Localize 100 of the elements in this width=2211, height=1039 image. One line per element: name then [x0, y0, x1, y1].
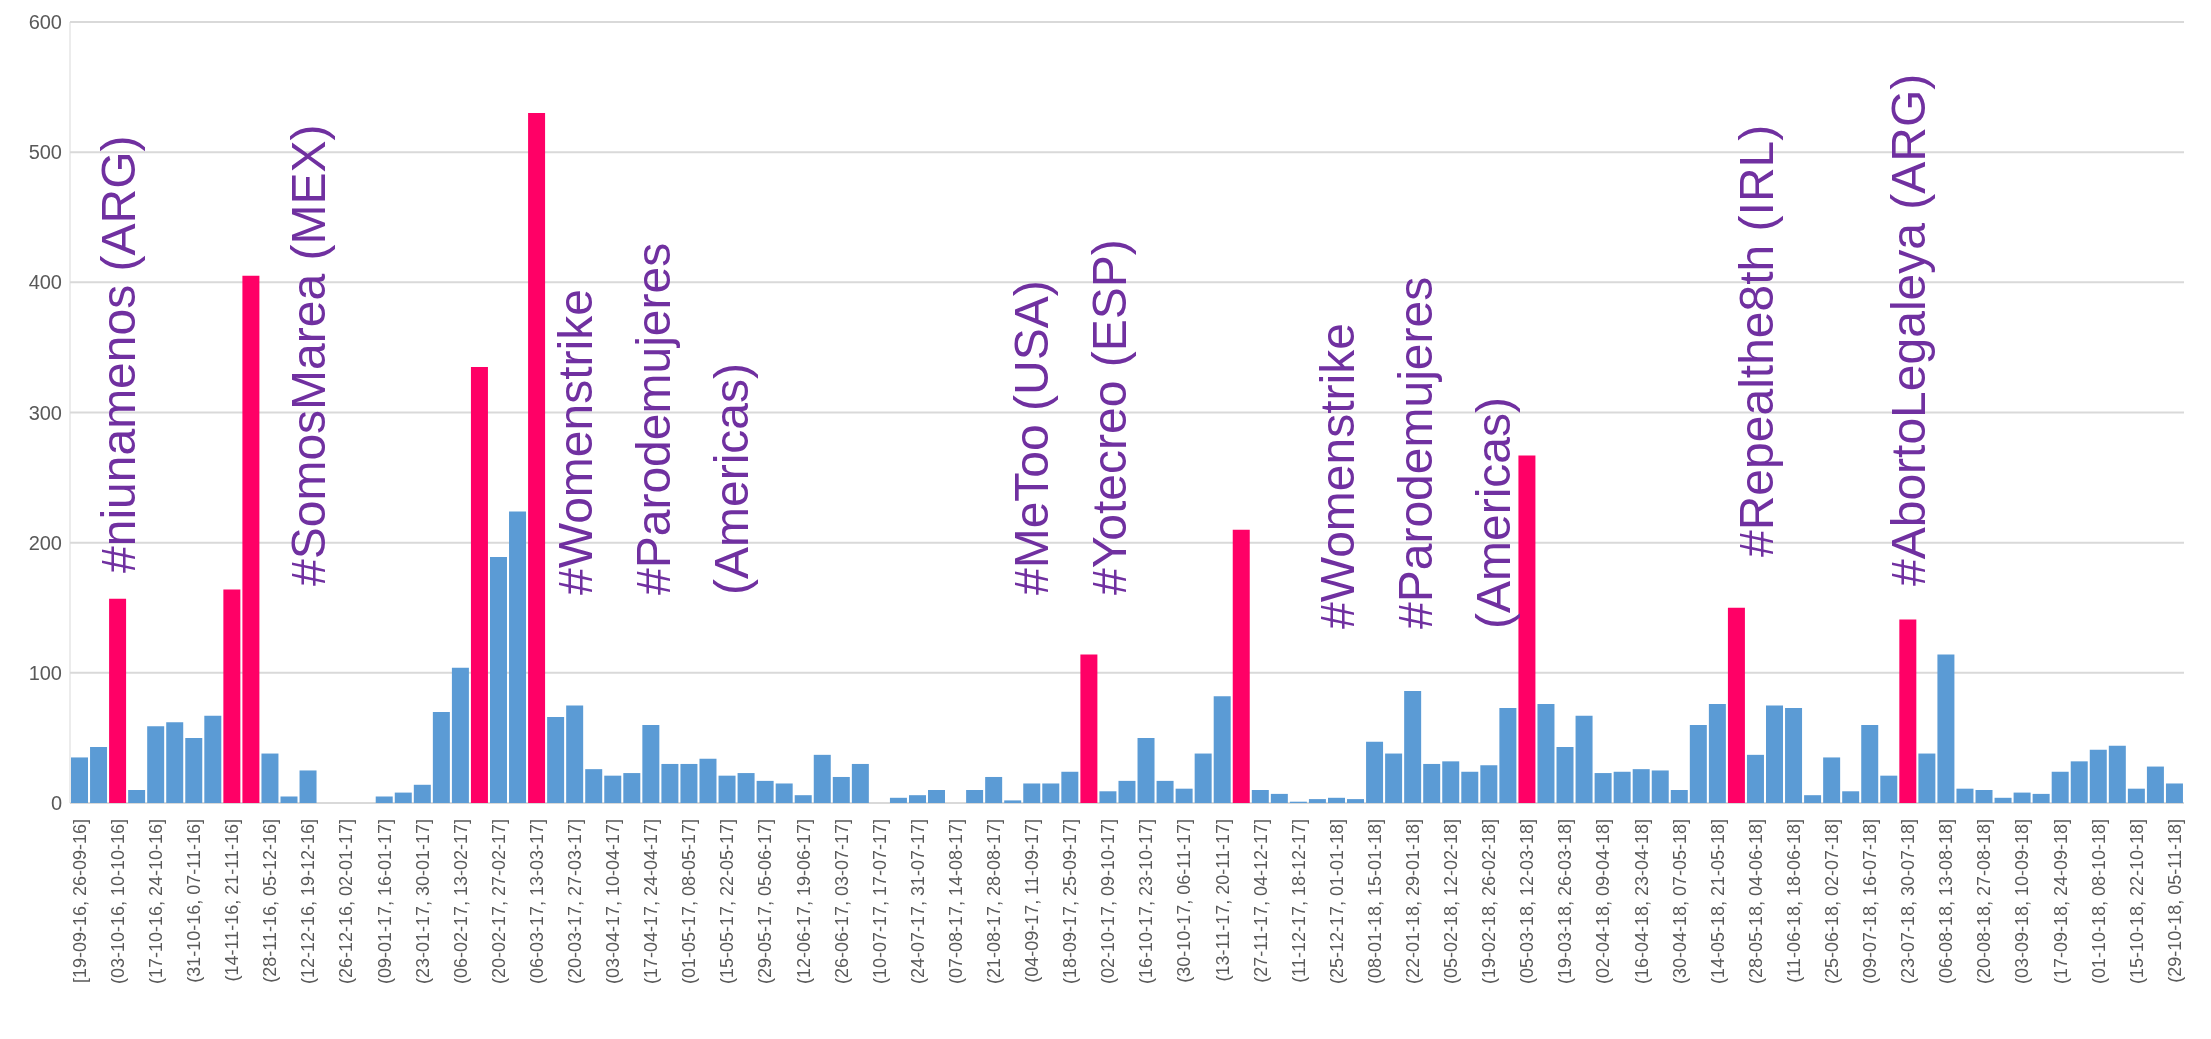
x-tick-label: (30-04-18, 07-05-18]	[1669, 819, 1690, 985]
x-tick-label: (24-07-17, 31-07-17]	[907, 819, 928, 985]
bar	[2089, 749, 2107, 803]
bar	[775, 783, 793, 803]
bar	[2165, 783, 2183, 803]
bar	[1727, 607, 1745, 803]
bar	[889, 797, 907, 803]
bar	[2013, 792, 2031, 803]
bar	[1937, 654, 1955, 803]
x-tick-label: (26-06-17, 03-07-17]	[831, 819, 852, 985]
y-tick-label: 300	[28, 401, 62, 424]
x-tick-label: (20-03-17, 27-03-17]	[564, 819, 585, 985]
bar	[1632, 769, 1650, 803]
x-tick-label: (04-09-17, 11-09-17]	[1022, 819, 1043, 983]
x-tick-label: (28-05-18, 04-06-18]	[1745, 819, 1766, 985]
bar	[1004, 800, 1022, 803]
bar	[528, 113, 546, 803]
bar	[1251, 789, 1269, 803]
x-tick-label: (10-07-17, 17-07-17]	[869, 819, 890, 985]
bar	[280, 796, 298, 803]
x-tick-label: (05-02-18, 12-02-18]	[1441, 819, 1462, 985]
bar	[1366, 741, 1384, 803]
y-tick-label: 100	[28, 661, 62, 684]
bar	[166, 722, 184, 803]
bar	[242, 275, 260, 803]
annotation: #Womenstrike #Parodemujeres (Americas)	[1310, 276, 1520, 629]
x-tick-label: (09-01-17, 16-01-17]	[374, 819, 395, 985]
bar	[832, 776, 850, 803]
bar	[413, 784, 431, 803]
x-tick-label: (27-11-17, 04-12-17]	[1250, 819, 1271, 983]
bar	[1708, 704, 1726, 803]
bar	[737, 773, 755, 803]
bar	[1575, 715, 1593, 803]
x-tick-label: (08-01-18, 15-01-18]	[1364, 819, 1385, 985]
x-tick-label: (22-01-18, 29-01-18]	[1402, 819, 1423, 985]
y-tick-label: 600	[28, 11, 62, 34]
bar	[794, 795, 812, 803]
bar	[1499, 707, 1517, 803]
bar	[928, 789, 946, 803]
bar	[985, 776, 1003, 803]
bar	[756, 780, 774, 803]
x-tick-label: (25-12-17, 01-01-18]	[1326, 819, 1347, 985]
bar	[1651, 770, 1669, 803]
x-tick-label: (20-02-17, 27-02-17]	[488, 819, 509, 985]
x-tick-label: (01-10-18, 08-10-18]	[2088, 819, 2109, 985]
x-tick-label: (21-08-17, 28-08-17]	[983, 819, 1004, 985]
x-tick-label: [19-09-16, 26-09-16]	[69, 819, 90, 984]
bar	[394, 792, 412, 803]
bar	[1156, 780, 1174, 803]
x-tick-label: (28-11-16, 05-12-16]	[260, 819, 281, 983]
bar	[1175, 788, 1193, 803]
x-tick-label: (14-11-16, 21-11-16]	[222, 819, 243, 982]
annotation: #MeToo (USA) #Yotecreo (ESP)	[1004, 239, 1136, 595]
bar	[2108, 745, 2126, 803]
bar	[680, 763, 698, 803]
bar	[1080, 654, 1098, 803]
bar	[718, 775, 736, 803]
bar	[470, 366, 488, 803]
bar	[147, 726, 165, 803]
bar	[1194, 753, 1212, 803]
bar	[851, 763, 869, 803]
bar	[966, 789, 984, 803]
x-tick-label: (23-07-18, 30-07-18]	[1898, 819, 1919, 985]
bar	[1899, 619, 1917, 803]
x-tick-label: (03-09-18, 10-09-18]	[2012, 819, 2033, 985]
x-tick-label: (17-04-17, 24-04-17]	[641, 819, 662, 985]
x-tick-label: (03-10-16, 10-10-16]	[107, 819, 128, 985]
annotation: #Repealthe8th (IRL)	[1729, 124, 1783, 557]
x-tick-label: (29-10-18, 05-11-18]	[2164, 819, 2185, 983]
bar	[1746, 754, 1764, 803]
x-tick-label: (25-06-18, 02-07-18]	[1821, 819, 1842, 985]
bar	[2051, 771, 2069, 803]
bar	[1480, 765, 1498, 803]
x-tick-label: (15-10-18, 22-10-18]	[2126, 819, 2147, 985]
bar	[509, 511, 527, 803]
x-tick-label: (02-10-17, 09-10-17]	[1098, 819, 1119, 985]
bar	[451, 667, 469, 803]
bar	[1556, 747, 1574, 803]
bar	[1442, 761, 1460, 803]
bar	[1842, 791, 1860, 803]
x-tick-label: (19-02-18, 26-02-18]	[1479, 819, 1500, 985]
bar	[1023, 783, 1041, 803]
x-tick-label: (20-08-18, 27-08-18]	[1974, 819, 1995, 985]
bar	[1423, 763, 1441, 803]
bar	[1042, 783, 1060, 803]
bar	[299, 770, 317, 803]
bar	[1308, 799, 1326, 803]
bar	[1213, 696, 1231, 803]
bar	[1994, 797, 2012, 803]
x-tick-label: (05-03-18, 12-03-18]	[1517, 819, 1538, 985]
bar	[604, 775, 622, 803]
y-tick-label: 500	[28, 141, 62, 164]
bar	[1861, 724, 1879, 803]
y-tick-label: 400	[28, 271, 62, 294]
x-tick-label: (07-08-17, 14-08-17]	[945, 819, 966, 985]
x-tick-label: (17-10-16, 24-10-16]	[146, 819, 166, 985]
bar	[1804, 795, 1822, 803]
bar	[585, 769, 603, 803]
x-tick-label: (15-05-17, 22-05-17]	[717, 819, 738, 985]
bar	[1880, 775, 1898, 803]
